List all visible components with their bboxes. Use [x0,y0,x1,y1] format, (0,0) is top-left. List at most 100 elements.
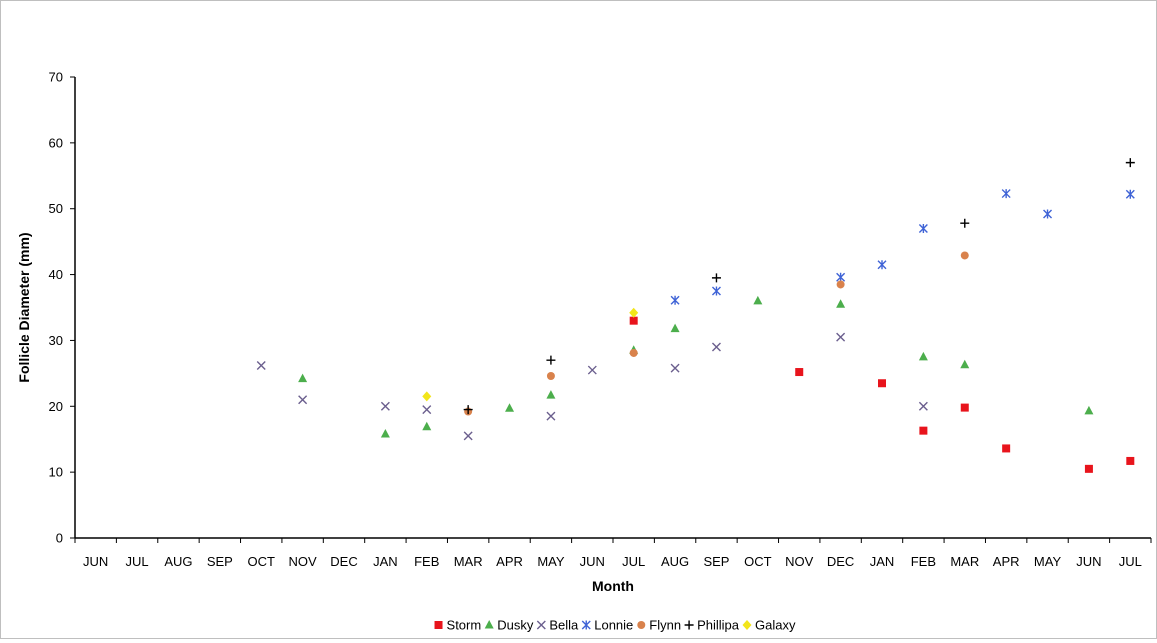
y-tick-label: 10 [49,465,63,480]
x-tick-label: DEC [827,554,854,569]
point-flynn [960,251,969,260]
legend-marker-galaxy [742,620,752,630]
point-storm [878,379,886,388]
y-tick-label: 70 [49,70,63,85]
x-tick-label: JUL [1119,554,1142,569]
point-bella [380,401,390,411]
y-tick-label: 60 [49,135,63,150]
x-tick-label: MAR [950,554,979,569]
x-tick-label: JUL [126,554,149,569]
legend-label: Storm [447,618,482,633]
point-galaxy [422,391,432,402]
point-storm [960,403,969,412]
point-dusky [1084,405,1094,415]
legend-item-flynn: Flynn [637,618,681,633]
point-dusky [836,299,846,308]
legend-marker-lonnie [581,620,591,630]
legend-label: Flynn [649,618,681,633]
legend-label: Dusky [497,618,534,633]
x-tick-label: MAR [454,554,483,569]
x-tick-label: JUN [580,554,605,569]
y-axis-ticks: 0 10 20 30 40 50 60 70 [49,70,75,546]
point-bella [587,365,597,375]
point-dusky [298,373,308,383]
x-tick-label: JAN [373,554,398,569]
point-bella [256,360,266,370]
x-tick-label: FEB [414,554,439,569]
x-tick-label: JUN [83,554,108,569]
point-galaxy [629,307,639,318]
point-lonnie [670,295,680,305]
legend-label: Phillipa [697,618,740,633]
point-storm [919,426,928,435]
x-tick-label: NOV [289,554,318,569]
point-storm [1126,456,1135,465]
y-axis-title: Follicle Diameter (mm) [16,232,32,382]
point-bella [918,401,928,411]
point-dusky [918,351,928,361]
point-bella [670,363,680,373]
legend-marker-storm [434,621,443,629]
point-lonnie [1001,189,1011,199]
x-tick-label: JUN [1076,554,1101,569]
x-tick-label: APR [993,554,1020,569]
x-tick-label: AUG [164,554,192,569]
x-tick-label: MAY [537,554,565,569]
point-phillipa [1125,158,1135,168]
point-flynn [629,348,638,357]
point-bella [298,395,308,405]
legend-item-bella: Bella [536,618,579,633]
legend-label: Galaxy [755,618,796,633]
y-tick-label: 20 [49,399,63,414]
x-tick-label: OCT [248,554,276,569]
point-flynn [836,280,845,289]
y-tick-label: 40 [49,267,63,282]
point-dusky [422,421,432,431]
point-lonnie [711,286,721,296]
y-tick-label: 30 [49,333,63,348]
point-dusky [546,390,556,399]
point-dusky [960,359,970,369]
point-storm [1084,464,1093,473]
x-tick-label: AUG [661,554,689,569]
point-lonnie [1125,189,1135,199]
legend-marker-bella [536,620,546,630]
point-phillipa [463,405,473,415]
legend-label: Bella [549,618,579,633]
legend-item-lonnie: Lonnie [581,618,633,633]
point-storm [795,368,804,377]
point-phillipa [960,218,970,228]
x-tick-label: NOV [785,554,814,569]
y-tick-label: 0 [56,531,63,546]
x-tick-label: JUL [622,554,645,569]
x-tick-label: FEB [911,554,936,569]
legend-item-storm: Storm [434,618,482,633]
point-lonnie [918,223,928,233]
point-bella [546,411,556,421]
legend-item-phillipa: Phillipa [684,618,740,633]
legend-marker-dusky [484,620,494,629]
x-axis-title: Month [592,578,634,594]
point-lonnie [836,272,846,282]
legend: Storm Dusky Bella Lonnie Flynn Phillipa Galaxy [434,618,796,633]
point-storm [1002,444,1011,453]
x-tick-label: MAY [1034,554,1062,569]
legend-marker-flynn [637,621,646,629]
point-phillipa [546,355,556,365]
x-axis-ticks: JUN JUL AUG SEP OCT NOV DEC JAN FEB MAR APR MAY JUN J… [74,538,1152,569]
point-bella [836,332,846,342]
legend-marker-phillipa [684,620,694,630]
x-tick-label: OCT [744,554,772,569]
point-dusky [753,295,763,305]
data-points [256,158,1135,473]
point-bella [711,342,721,352]
point-lonnie [877,260,887,270]
x-tick-label: DEC [330,554,357,569]
point-dusky [670,323,680,333]
legend-item-dusky: Dusky [484,618,534,633]
point-flynn [546,371,555,380]
point-storm [629,316,638,325]
point-dusky [505,403,515,412]
